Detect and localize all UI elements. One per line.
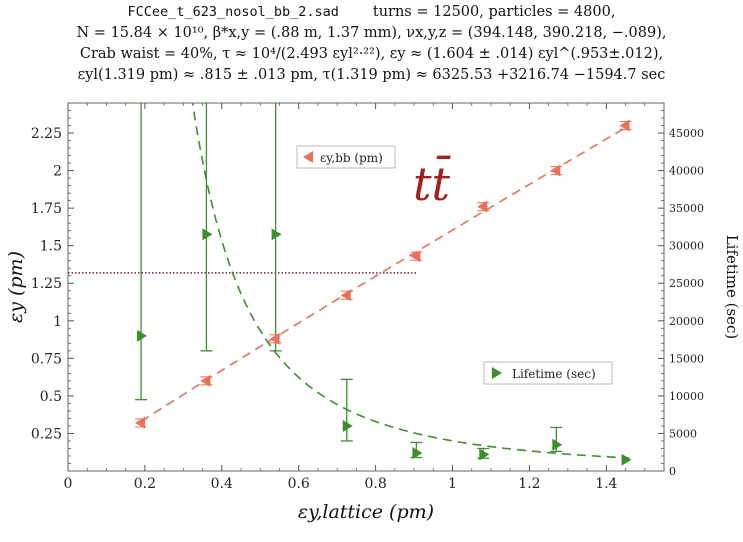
x-tick-label: 0.4	[211, 476, 233, 492]
lifetime-point	[137, 329, 148, 342]
header-line-2: N = 15.84 × 10¹⁰, β*x,y = (.88 m, 1.37 m…	[76, 25, 667, 41]
y-left-tick-label: 0.25	[31, 426, 62, 442]
header-line-4: εyl(1.319 pm) ≈ .815 ± .013 pm, τ(1.319 …	[77, 67, 666, 83]
y-left-axis-label: εy (pm)	[5, 251, 27, 323]
lifetime-point	[479, 448, 490, 461]
legend-emittance: εy,bb (pm)	[296, 145, 396, 169]
emittance-point	[135, 416, 146, 429]
y-left-tick-label: 2.25	[31, 126, 62, 142]
y-right-tick-label: 20000	[669, 315, 704, 328]
y-left-tick-label: 1.25	[31, 276, 62, 292]
y-left-tick-label: 1.75	[31, 201, 62, 217]
legend-emittance-label: εy,bb (pm)	[320, 151, 383, 165]
y-left-tick-label: 1.5	[40, 239, 62, 255]
process-annotation: tt̄	[413, 154, 451, 211]
y-right-tick-label: 25000	[669, 277, 704, 290]
lifetime-point	[621, 453, 632, 466]
y-right-tick-label-zero: 0	[669, 465, 676, 478]
y-right-axis-label: Lifetime (sec)	[723, 235, 741, 340]
emittance-point	[550, 164, 561, 177]
legend-lifetime: Lifetime (sec)	[483, 361, 613, 385]
chart-header: FCCee_t_623_nosol_bb_2.sad turns = 12500,…	[0, 2, 743, 86]
lifetime-point	[271, 228, 282, 241]
legend-emittance-marker	[303, 151, 313, 163]
y-right-tick-label: 10000	[669, 390, 704, 403]
x-tick-label: 1	[448, 476, 457, 492]
header-line-3: Crab waist = 40%, τ ≈ 10⁴/(2.493 εyl²·²²…	[79, 46, 664, 62]
y-right-tick-label: 35000	[669, 202, 704, 215]
x-tick-label: 1.2	[518, 476, 540, 492]
emittance-point	[200, 374, 211, 387]
y-right-tick-label: 40000	[669, 165, 704, 178]
y-left-tick-label: 0.75	[31, 351, 62, 367]
x-tick-label: 0.2	[134, 476, 156, 492]
lifetime-fit-line	[191, 103, 630, 459]
lifetime-point	[412, 446, 423, 459]
emittance-point	[410, 250, 421, 263]
legend-lifetime-marker	[492, 367, 502, 379]
legend-lifetime-box	[483, 361, 613, 385]
x-tick-label: 0.6	[288, 476, 310, 492]
y-left-tick-label: 1	[53, 314, 62, 330]
y-left-tick-label: 0.5	[40, 389, 62, 405]
legend-lifetime-label: Lifetime (sec)	[512, 367, 596, 381]
emittance-point	[619, 119, 630, 132]
x-tick-label: 1.4	[595, 476, 617, 492]
emittance-point	[269, 332, 280, 345]
x-axis-label: εy,lattice (pm)	[298, 501, 434, 523]
emittance-point	[477, 200, 488, 213]
y-right-tick-label: 30000	[669, 240, 704, 253]
y-right-tick-label: 45000	[669, 127, 704, 140]
lifetime-point	[342, 419, 353, 432]
lifetime-point	[552, 438, 563, 451]
emittance-point	[340, 289, 351, 302]
y-right-tick-label: 5000	[669, 427, 697, 440]
y-left-tick-label: 2	[53, 164, 62, 180]
plot-frame	[67, 102, 665, 472]
emittance-fit-line	[140, 127, 626, 423]
x-tick-label: 0	[64, 476, 73, 492]
header-run-params: turns = 12500, particles = 4800,	[372, 4, 616, 20]
x-tick-label: 0.8	[364, 476, 386, 492]
header-line-1: FCCee_t_623_nosol_bb_2.sad turns = 12500,…	[0, 2, 743, 23]
legend-emittance-box	[296, 145, 396, 169]
lifetime-point	[202, 228, 213, 241]
header-file-name: FCCee_t_623_nosol_bb_2.sad	[127, 4, 339, 20]
plot-content	[68, 103, 632, 466]
y-right-tick-label: 15000	[669, 352, 704, 365]
